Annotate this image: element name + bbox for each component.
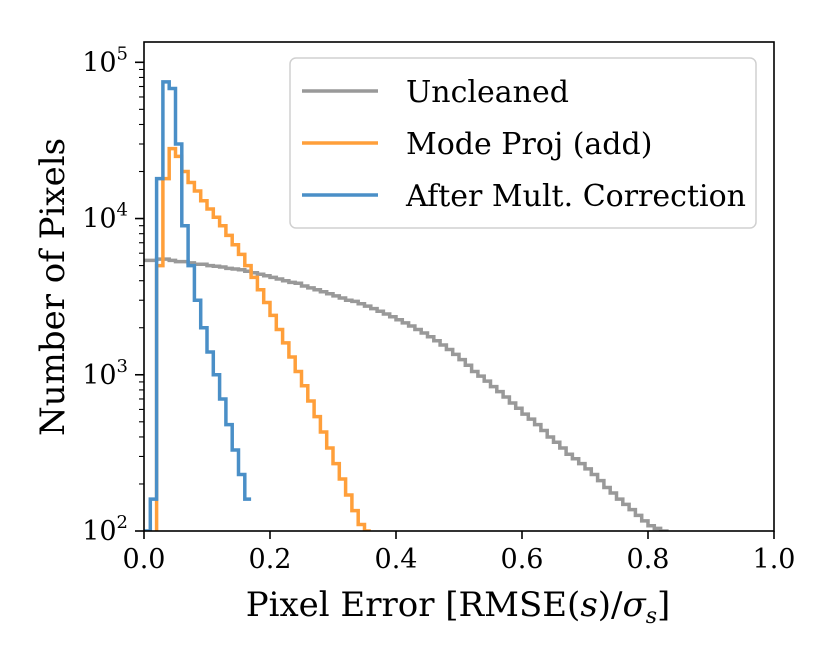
legend-box xyxy=(289,57,757,229)
x-tick-label: 0.4 xyxy=(375,544,418,575)
y-tick-label: 105 xyxy=(82,43,128,78)
x-tick-label: 0.6 xyxy=(501,544,544,575)
plot-area xyxy=(143,41,775,532)
series-after-mult-correction xyxy=(144,80,252,531)
y-tick-label: 103 xyxy=(82,356,128,391)
legend-label: Uncleaned xyxy=(406,75,569,110)
y-axis-label: Number of Pixels xyxy=(33,138,73,436)
legend-label: Mode Proj (add) xyxy=(406,127,652,162)
legend: Uncleaned Mode Proj (add) After Mult. Corr… xyxy=(289,57,757,229)
x-tick-label: 1.0 xyxy=(753,544,796,575)
x-axis: 0.0 0.2 0.4 0.6 0.8 1.0 xyxy=(123,531,796,575)
x-tick-label: 0.8 xyxy=(627,544,670,575)
legend-label: After Mult. Correction xyxy=(405,179,746,214)
x-axis-label: Pixel Error [RMSE(s)/σs] xyxy=(246,585,671,629)
x-tick-label: 0.2 xyxy=(249,544,292,575)
series-group xyxy=(144,80,674,531)
plot-frame xyxy=(143,41,775,532)
series-uncleaned xyxy=(144,257,674,531)
y-axis: 102 103 104 105 xyxy=(82,43,144,547)
y-tick-label: 104 xyxy=(82,200,128,235)
x-tick-label: 0.0 xyxy=(123,544,166,575)
y-tick-label: 102 xyxy=(82,512,128,547)
